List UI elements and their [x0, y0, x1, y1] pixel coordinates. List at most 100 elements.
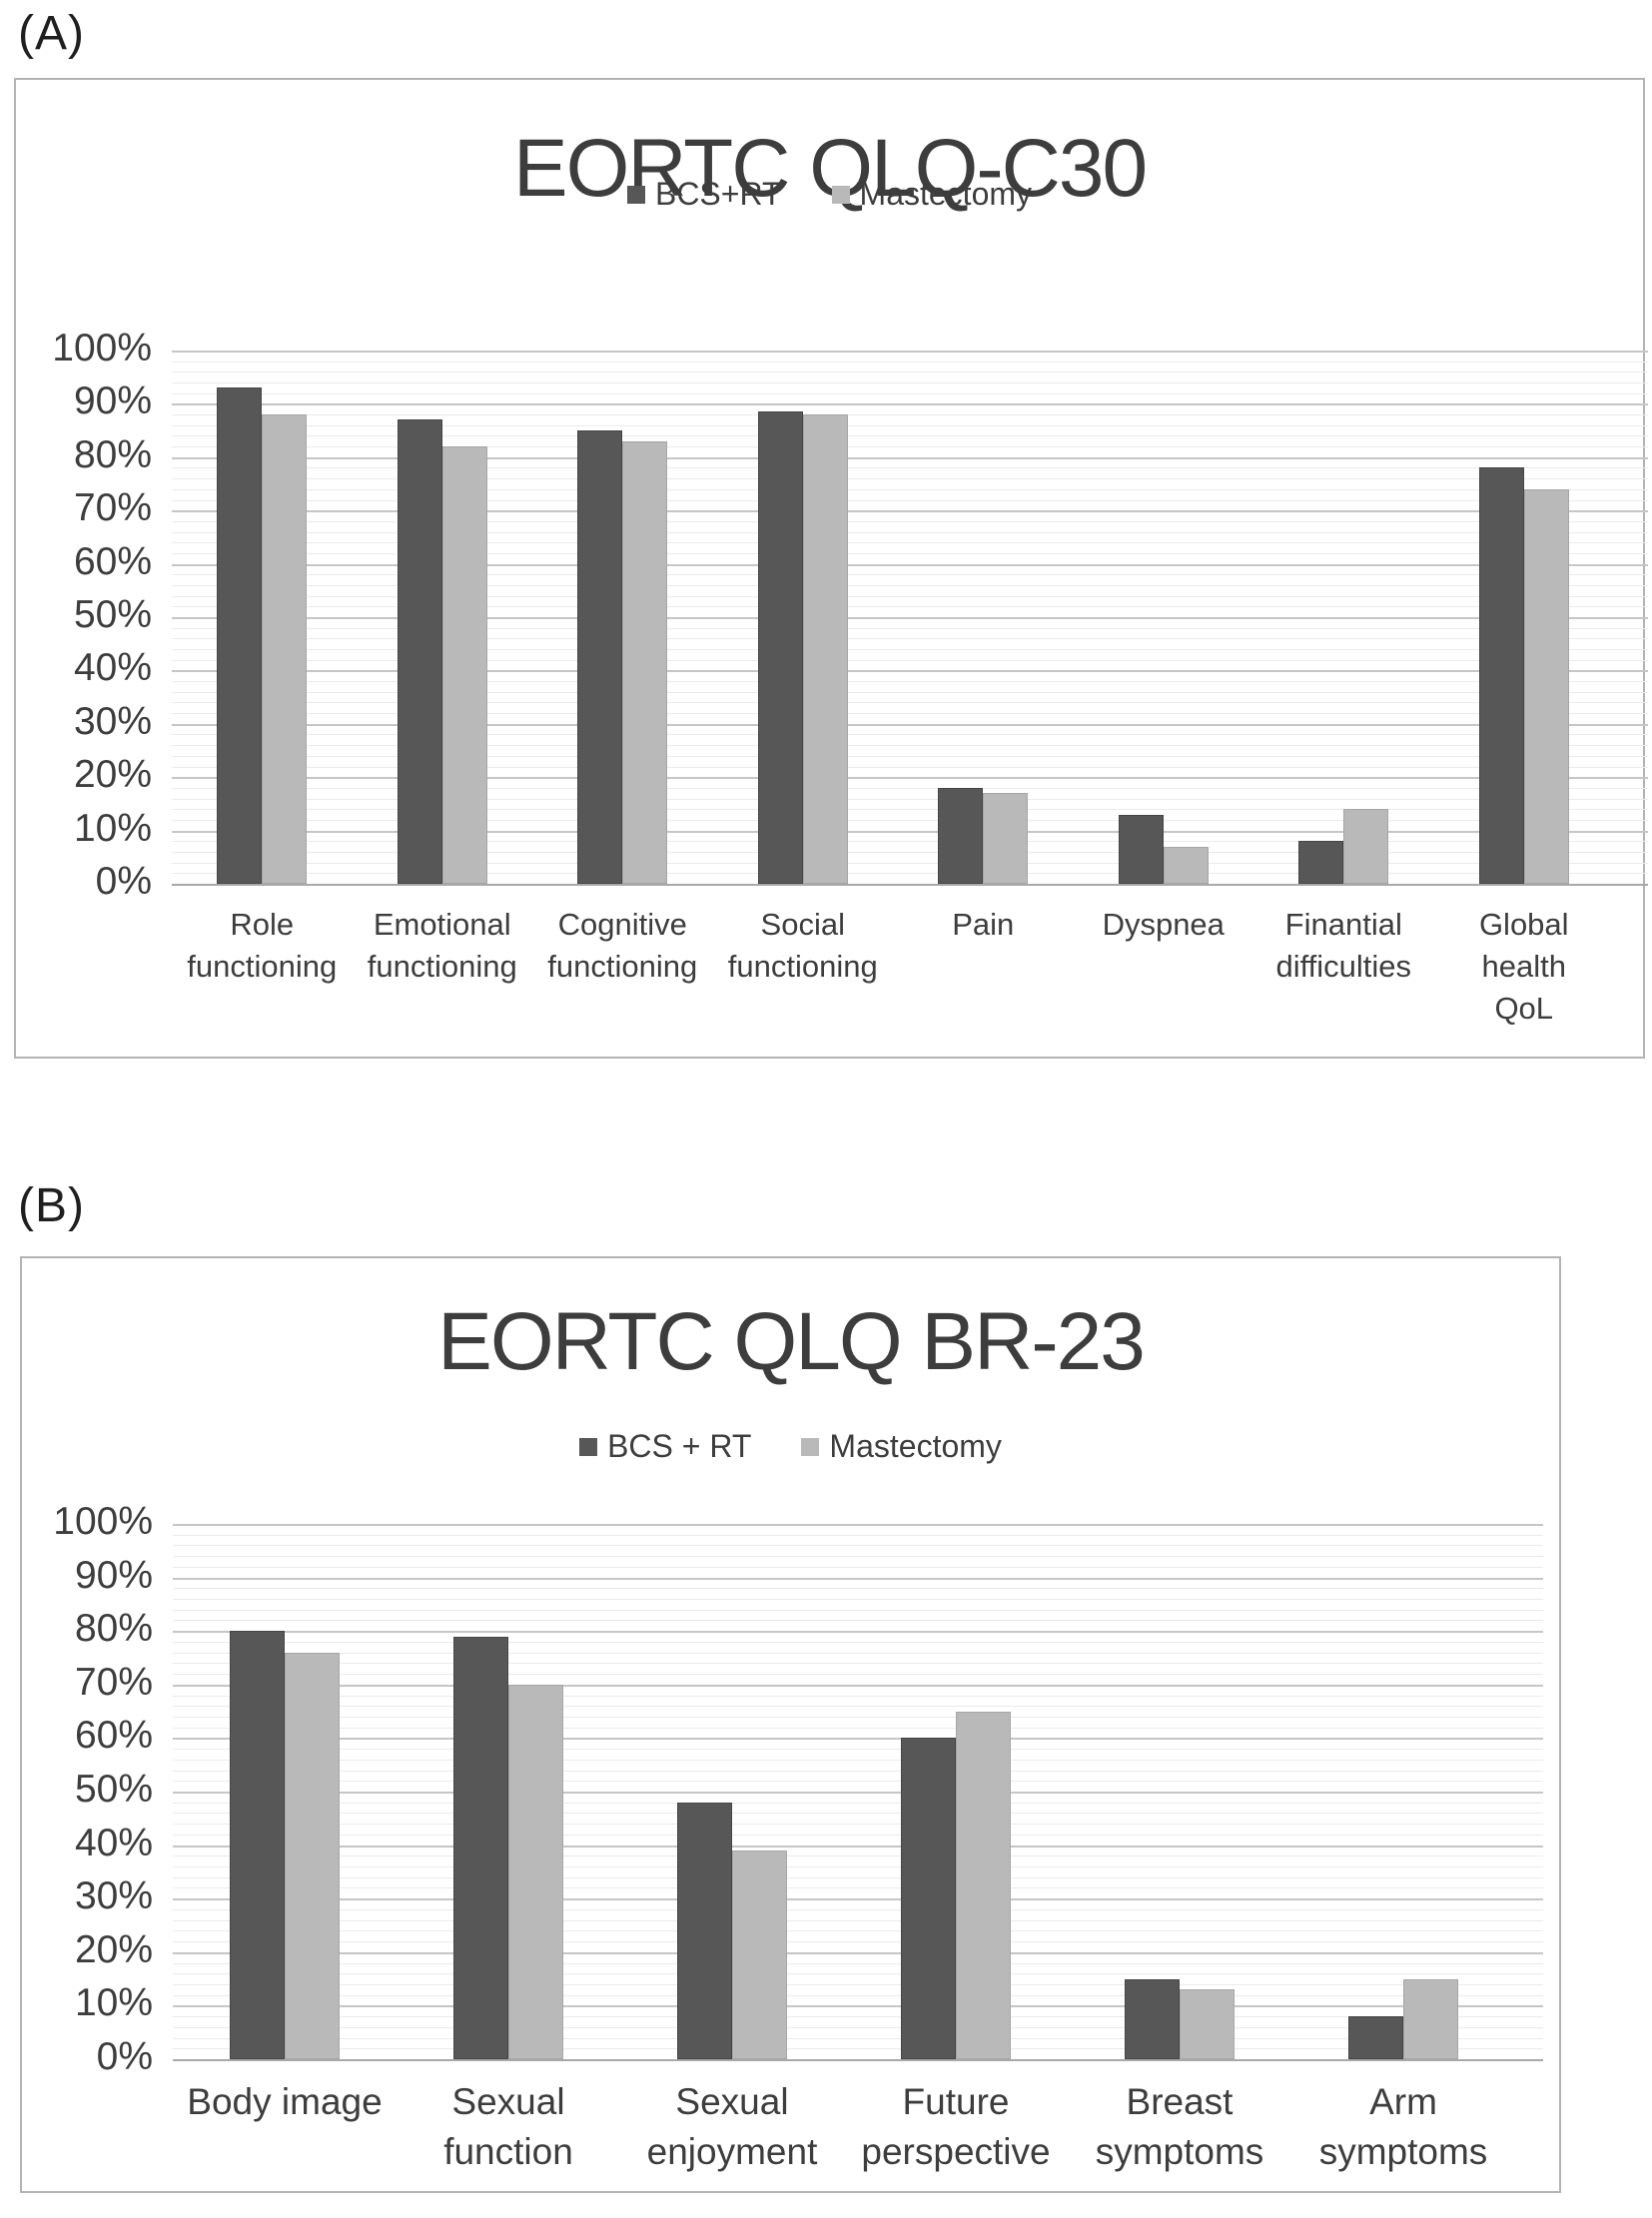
bar-mastectomy-finantial-difficulties [1343, 809, 1389, 884]
y-axis-tick-20pct: 20% [74, 1927, 153, 1971]
legend-item-mastectomy: Mastectomy [801, 1428, 1002, 1465]
bar-bcs-rt-sexual-function [453, 1636, 508, 2059]
bar-mastectomy-global-health-qol [1523, 488, 1569, 884]
y-axis-tick-40pct: 40% [73, 646, 152, 690]
gridline [173, 1695, 1543, 1697]
bar-mastectomy-body-image [285, 1652, 340, 2059]
legend-swatch-icon [579, 1437, 598, 1456]
gridline [173, 1887, 1543, 1889]
bar-mastectomy-emotional-functioning [441, 446, 487, 884]
legend-item-bcs-rt: BCS + RT [579, 1428, 751, 1465]
x-axis-label-dyspnea: Dyspnea [1102, 907, 1225, 942]
gridline [172, 520, 1648, 522]
bar-mastectomy-sexual-enjoyment [732, 1849, 787, 2059]
gridline [172, 851, 1648, 853]
gridline [172, 467, 1648, 469]
y-axis-tick-70pct: 70% [73, 486, 152, 530]
gridline [173, 1908, 1543, 1910]
y-axis-tick-60pct: 60% [74, 1714, 153, 1758]
gridline [173, 1759, 1543, 1761]
gridline [173, 1684, 1543, 1687]
gridline [173, 1588, 1543, 1590]
gridline [173, 1631, 1543, 1634]
gridline [173, 1566, 1543, 1568]
gridline [172, 542, 1648, 544]
gridline [172, 691, 1648, 693]
legend-swatch-icon [626, 185, 645, 204]
gridline [173, 2048, 1543, 2050]
gridline [173, 1545, 1543, 1547]
gridline [173, 1781, 1543, 1783]
gridline [172, 755, 1648, 757]
gridline [172, 424, 1648, 426]
gridline [173, 1866, 1543, 1868]
gridline [173, 1716, 1543, 1718]
gridline [173, 1556, 1543, 1558]
bar-bcs-rt-emotional-functioning [397, 419, 442, 884]
gridline [172, 627, 1648, 629]
bar-bcs-rt-finantial-difficulties [1298, 841, 1344, 884]
y-axis-tick-40pct: 40% [74, 1821, 153, 1864]
gridline [172, 552, 1648, 554]
bar-bcs-rt-role-functioning [217, 387, 263, 884]
legend-label: Mastectomy [859, 176, 1033, 212]
gridline [173, 1599, 1543, 1601]
chart-b-title: EORTC QLQ BR-23 [437, 1296, 1146, 1387]
gridline [172, 723, 1648, 726]
gridline [173, 1813, 1543, 1815]
gridline [173, 1824, 1543, 1826]
x-axis-label-pain: Pain [952, 907, 1015, 942]
x-axis-line [172, 884, 1648, 886]
bar-mastectomy-pain [983, 793, 1029, 884]
x-axis-label-body-image: Body image [187, 2081, 383, 2122]
gridline [172, 499, 1648, 501]
gridline [173, 1770, 1543, 1772]
gridline [172, 510, 1648, 513]
bar-mastectomy-arm-symptoms [1403, 1978, 1458, 2059]
gridline [173, 1749, 1543, 1751]
x-axis-label-cognitive-functioning: Cognitive functioning [547, 907, 698, 984]
bar-mastectomy-breast-symptoms [1180, 1989, 1235, 2059]
gridline [173, 1641, 1543, 1643]
gridline [172, 798, 1648, 800]
gridline [172, 403, 1648, 406]
bar-mastectomy-sexual-function [508, 1684, 563, 2059]
gridline [173, 1855, 1543, 1857]
bar-bcs-rt-pain [938, 787, 984, 884]
x-axis-label-global-health-qol: Global health QoL [1478, 907, 1569, 1026]
bar-bcs-rt-global-health-qol [1478, 467, 1524, 884]
gridline [172, 862, 1648, 864]
y-axis-tick-0pct: 0% [95, 860, 152, 903]
legend-item-mastectomy: Mastectomy [831, 176, 1033, 213]
gridline [173, 1577, 1543, 1580]
gridline [172, 617, 1648, 619]
gridline [173, 1620, 1543, 1622]
x-axis-label-emotional-functioning: Emotional functioning [367, 907, 517, 984]
gridline [173, 2016, 1543, 2018]
gridline [173, 1706, 1543, 1708]
gridline [173, 1802, 1543, 1804]
gridline [172, 809, 1648, 811]
gridline [173, 1941, 1543, 1943]
y-axis-tick-70pct: 70% [74, 1660, 153, 1704]
gridline [173, 1534, 1543, 1536]
gridline [172, 382, 1648, 384]
y-axis-tick-100pct: 100% [53, 1500, 153, 1543]
chart-b-legend: BCS + RT Mastectomy [22, 1428, 1559, 1465]
x-axis-label-arm-symptoms: Arm symptoms [1318, 2081, 1488, 2172]
bar-mastectomy-cognitive-functioning [622, 440, 668, 884]
gridline [173, 1983, 1543, 1985]
x-axis-label-finantial-difficulties: Finantial difficulties [1275, 907, 1412, 984]
y-axis-tick-20pct: 20% [73, 753, 152, 797]
gridline [172, 713, 1648, 715]
bar-mastectomy-social-functioning [802, 414, 848, 884]
gridline [172, 392, 1648, 394]
x-axis-label-social-functioning: Social functioning [727, 907, 878, 984]
x-axis-line [173, 2059, 1543, 2061]
gridline [173, 1663, 1543, 1665]
x-axis-label-sexual-function: Sexual function [443, 2081, 573, 2172]
gridline [172, 787, 1648, 789]
gridline [173, 2026, 1543, 2028]
gridline [173, 2037, 1543, 2039]
